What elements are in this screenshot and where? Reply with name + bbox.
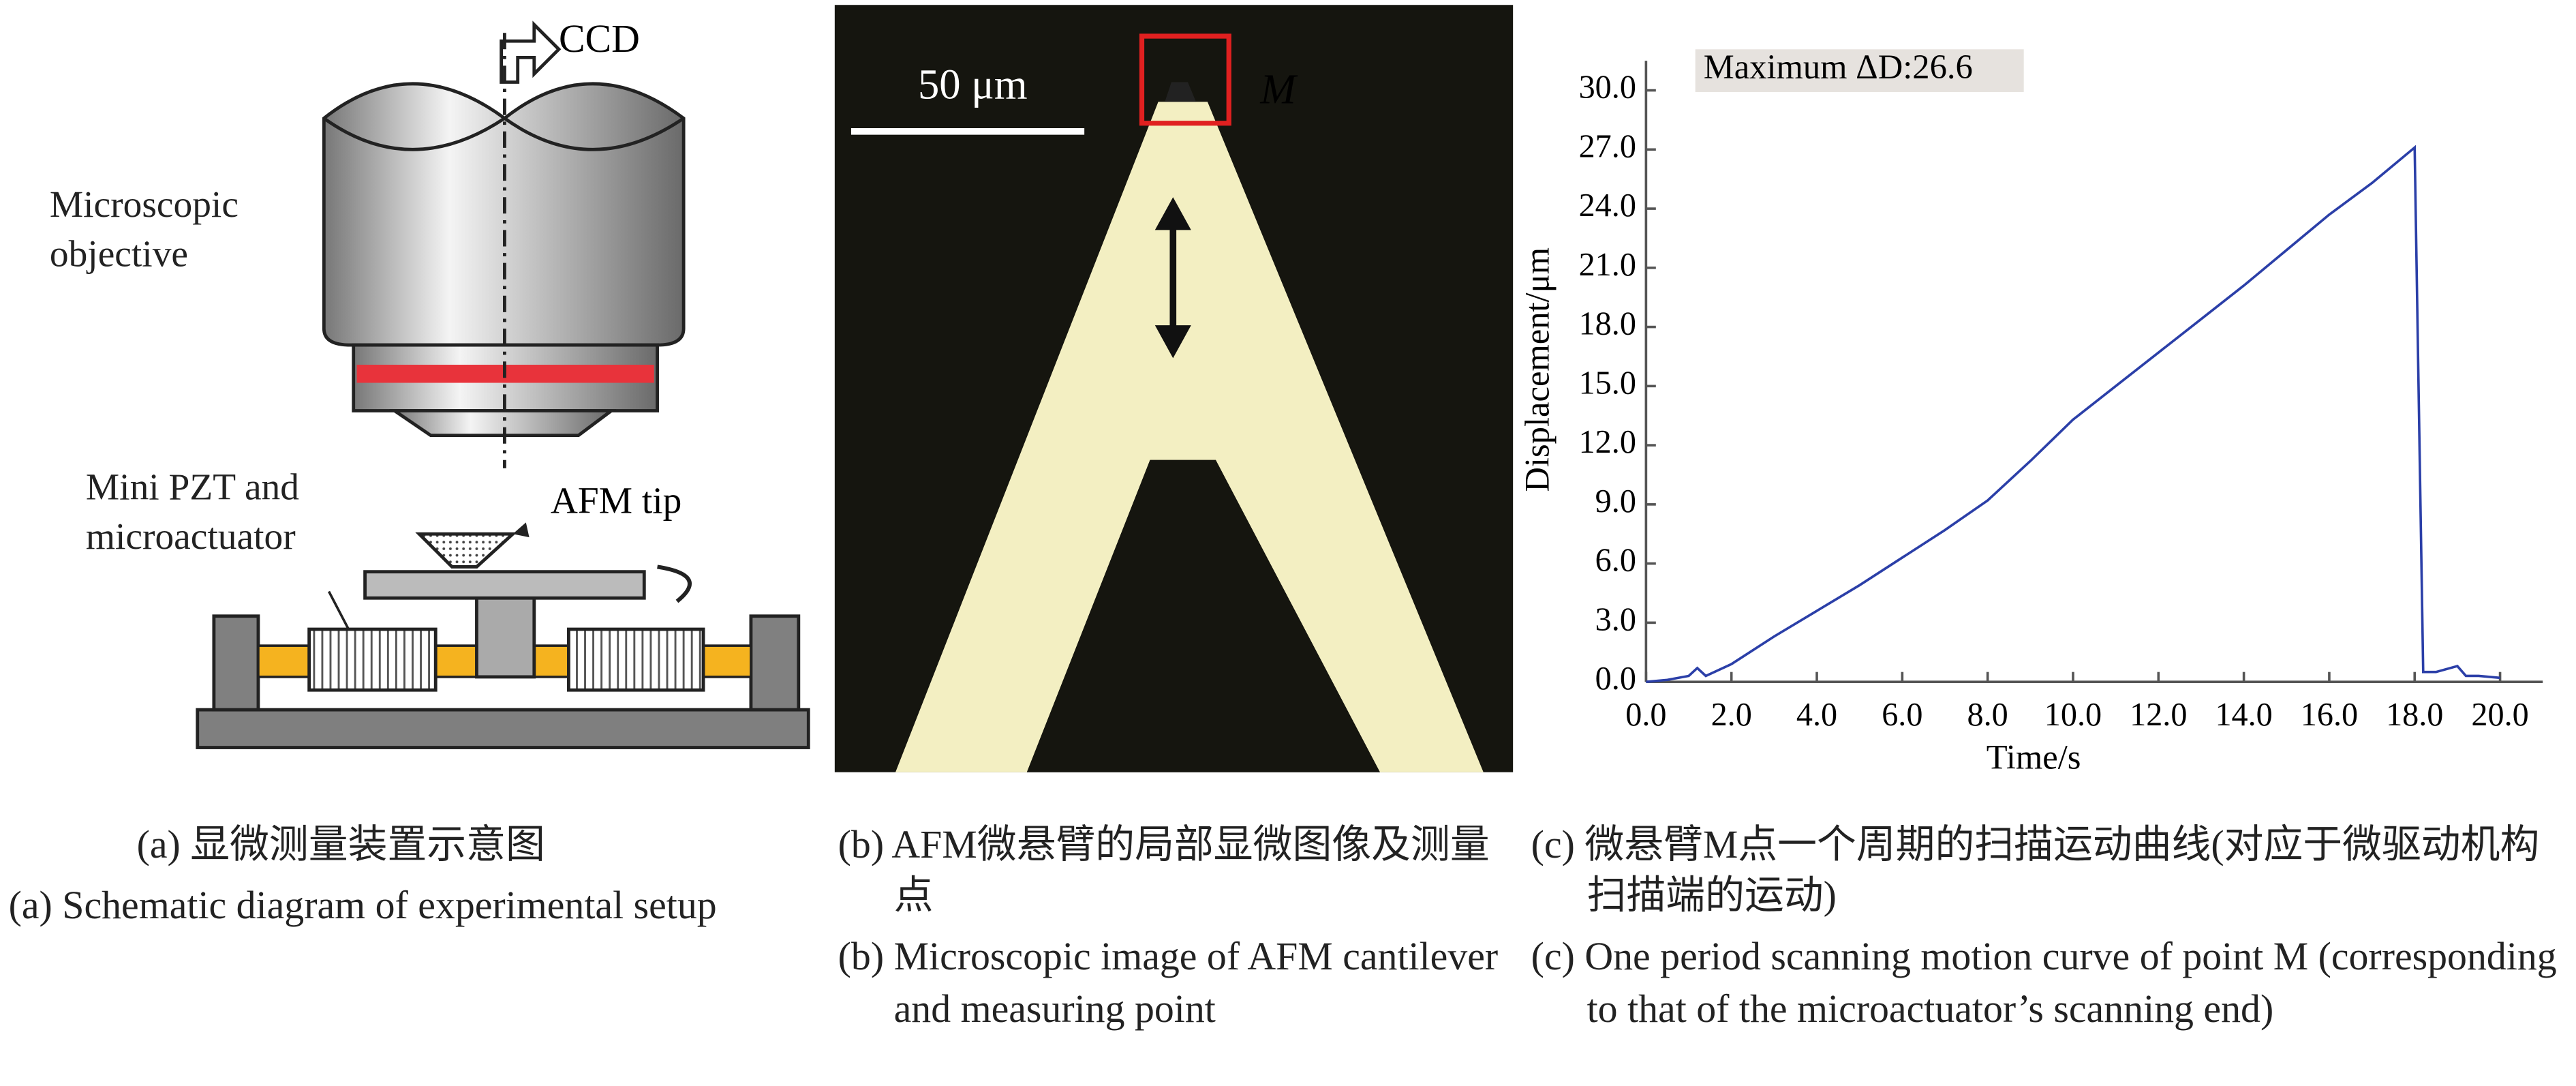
label: Mini PZT and microactuator (85, 466, 300, 557)
y-tick-label: 9.0 (1595, 483, 1636, 519)
y-tick-label: 0.0 (1595, 661, 1636, 697)
y-tick-label: 21.0 (1579, 247, 1636, 283)
x-tick-label: 14.0 (2215, 697, 2272, 733)
x-tick-label: 0.0 (1625, 697, 1666, 733)
tip-mark (1165, 82, 1197, 102)
chart: Maximum ΔD:26.6 Time/s Displacement/μm 0… (1518, 48, 2543, 776)
y-tick-label: 24.0 (1579, 187, 1636, 224)
ccd-arrow (500, 20, 562, 84)
top-plate (363, 570, 646, 600)
objective-tip (389, 409, 617, 438)
caption-group: (a) 显微测量装置示意图 (a) Schematic diagram of e… (9, 821, 748, 934)
leader (327, 590, 350, 630)
y-axis-label: Displacement/μm (1518, 247, 1557, 492)
x-axis-label: Time/s (1987, 738, 2081, 776)
label: Microscopic objective (49, 183, 239, 275)
y-tick-label: 27.0 (1579, 128, 1636, 164)
y-tick-label: 15.0 (1579, 365, 1636, 401)
cantilever-gap (1026, 459, 1380, 772)
coil (307, 627, 438, 692)
post (212, 614, 260, 712)
sample (415, 532, 517, 569)
annotation: Maximum ΔD:26.6 (1704, 48, 1973, 86)
caption-group: (c) 微悬臂M点一个周期的扫描运动曲线(对应于微驱动机构扫描端的运动) (c)… (1531, 821, 2569, 1036)
caption-box: (b) AFM微悬臂的局部显微图像及测量点 (b) Microscopic im… (838, 821, 1515, 1036)
point-label: M (1259, 65, 1298, 113)
y-tick-label: 12.0 (1579, 424, 1636, 460)
caption-group: (b) AFM微悬臂的局部显微图像及测量点 (b) Microscopic im… (838, 821, 1515, 1036)
label-box: Microscopic objective (49, 183, 239, 275)
x-tick-label: 6.0 (1882, 697, 1922, 733)
rotate-arrow (657, 564, 692, 603)
x-tick-label: 20.0 (2471, 697, 2528, 733)
caption: (a) 显微测量装置示意图 (136, 824, 545, 868)
y-tick-label: 18.0 (1579, 306, 1636, 342)
caption: (b) AFM微悬臂的局部显微图像及测量点 (838, 824, 1490, 919)
y-tick-label: 30.0 (1579, 70, 1636, 106)
x-tick-label: 10.0 (2044, 697, 2102, 733)
x-tick-label: 18.0 (2386, 697, 2443, 733)
caption: (c) 微悬臂M点一个周期的扫描运动曲线(对应于微驱动机构扫描端的运动) (1531, 824, 2540, 919)
label-box: Mini PZT and microactuator (85, 466, 300, 557)
caption: (c) One period scanning motion curve of … (1531, 937, 2557, 1031)
label: CCD (559, 16, 640, 61)
measure-box (1139, 33, 1231, 126)
data-line (1646, 145, 2500, 683)
annotation-box (1695, 49, 2024, 92)
y-tick-label: 6.0 (1595, 543, 1636, 579)
coil (567, 627, 705, 692)
x-tick-label: 12.0 (2130, 697, 2187, 733)
x-tick-label: 16.0 (2301, 697, 2358, 733)
motion-arrowheads (1154, 197, 1191, 359)
label: AFM tip (551, 480, 681, 522)
cantilever (895, 102, 1484, 772)
caption-box: (c) 微悬臂M点一个周期的扫描运动曲线(对应于微驱动机构扫描端的运动) (c)… (1531, 821, 2569, 1036)
center-block (475, 593, 536, 679)
x-tick-label: 4.0 (1796, 697, 1837, 733)
x-tick-label: 8.0 (1967, 697, 2008, 733)
caption: (a) Schematic diagram of experimental se… (8, 886, 717, 929)
stage-base (196, 708, 810, 749)
scale-label: 50 μm (918, 61, 1028, 108)
y-tick-label: 3.0 (1595, 601, 1636, 637)
x-tick-label: 2.0 (1711, 697, 1752, 733)
post (749, 614, 801, 712)
objective-rim (322, 116, 685, 151)
caption-box: (a) 显微测量装置示意图 (a) Schematic diagram of e… (9, 821, 748, 934)
afm-tip (512, 522, 530, 538)
caption: (b) Microscopic image of AFM cantilever … (838, 937, 1499, 1031)
setup-diagram: CCD AFM tip Microscopic objective Mini P… (49, 16, 810, 749)
micrograph: 50 μm M (834, 5, 1514, 772)
